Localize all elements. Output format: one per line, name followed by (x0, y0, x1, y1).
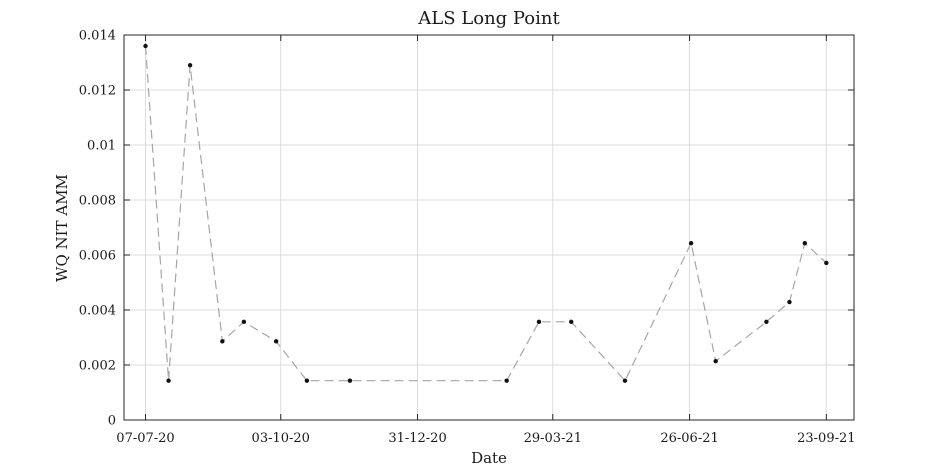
data-point (824, 260, 829, 266)
x-tick-label: 31-12-20 (388, 431, 446, 446)
plot-area (123, 34, 855, 421)
axis-ticks (124, 34, 854, 421)
data-point (764, 319, 769, 325)
data-point (802, 240, 808, 246)
data-point (220, 339, 225, 344)
y-tick-label: 0.004 (79, 304, 116, 319)
data-point (166, 378, 171, 383)
data-points (143, 43, 829, 383)
data-point (347, 378, 353, 383)
x-axis-label: Date (471, 449, 507, 467)
grid (124, 34, 854, 421)
chart-title: ALS Long Point (417, 8, 560, 29)
y-tick-label: 0.014 (79, 29, 116, 44)
data-point (304, 378, 310, 383)
data-point (569, 319, 574, 325)
y-tick-label: 0.002 (79, 359, 116, 374)
data-point (273, 339, 279, 344)
y-tick-label: 0.01 (87, 139, 116, 154)
x-tick-label: 23-09-21 (797, 431, 855, 446)
data-point (241, 319, 247, 325)
data-point (713, 358, 718, 364)
y-axis-label: WQ NIT AMM (53, 174, 71, 282)
y-tick-label: 0 (108, 414, 116, 429)
data-point (787, 299, 792, 305)
data-point (504, 378, 509, 383)
y-tick-label: 0.006 (79, 249, 116, 264)
x-axis-tick-labels: 07-07-20 03-10-20 31-12-20 29-03-21 26-06-21… (116, 431, 855, 446)
x-tick-label: 07-07-20 (116, 431, 174, 446)
x-tick-label: 03-10-20 (252, 431, 310, 446)
x-tick-label: 26-06-21 (660, 431, 718, 446)
data-point (187, 63, 193, 68)
y-tick-label: 0.012 (79, 84, 116, 99)
data-point (688, 240, 694, 246)
data-point (536, 319, 542, 325)
x-tick-label: 29-03-21 (524, 431, 582, 446)
series-line (144, 45, 827, 382)
y-axis-tick-labels: 0 0.002 0.004 0.006 0.008 0.01 0.012 0.014 (79, 29, 116, 429)
y-tick-label: 0.008 (79, 194, 116, 209)
data-point (143, 43, 148, 49)
data-point (622, 378, 628, 383)
